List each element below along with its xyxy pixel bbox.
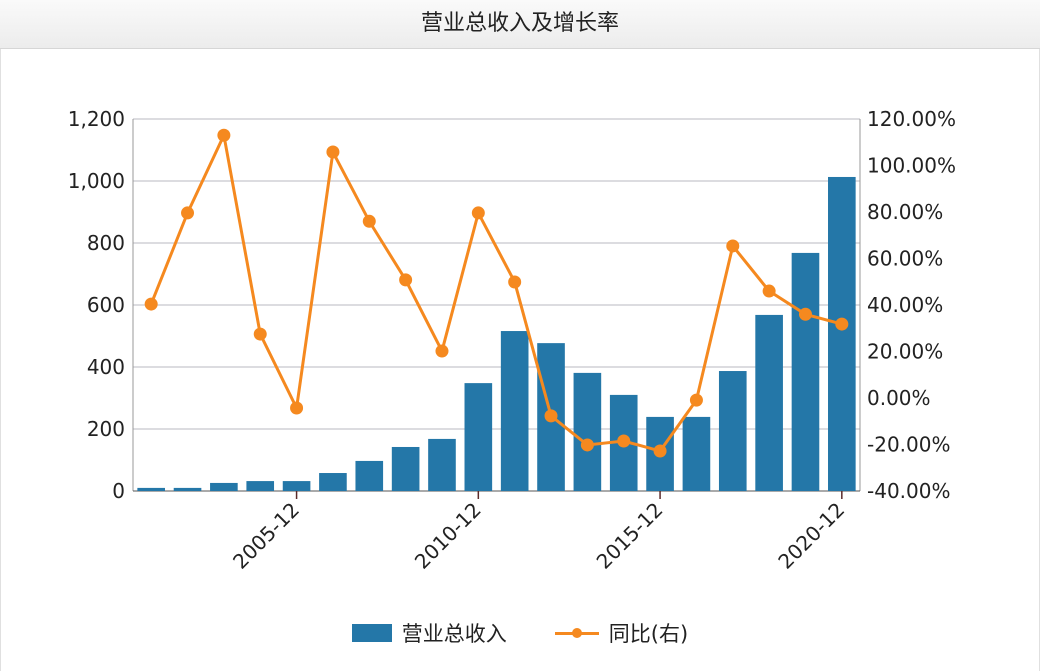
right-axis-tick-label: 120.00% <box>867 107 956 131</box>
legend-swatch-line <box>554 624 599 642</box>
yoy-point <box>835 317 849 331</box>
right-axis-tick-label: 60.00% <box>867 247 943 271</box>
bar <box>500 331 529 491</box>
left-axis-tick-label: 400 <box>87 355 125 379</box>
right-axis-tick-label: 80.00% <box>867 200 943 224</box>
yoy-point <box>144 297 158 311</box>
yoy-point <box>508 275 522 289</box>
left-axis-tick-label: 1,000 <box>68 169 125 193</box>
bar <box>682 416 711 491</box>
left-axis-tick-label: 0 <box>112 479 125 503</box>
bar <box>173 487 202 491</box>
right-axis-tick-label: -40.00% <box>867 479 950 503</box>
bar <box>464 383 493 491</box>
left-axis-tick-label: 600 <box>87 293 125 317</box>
yoy-point <box>217 128 231 142</box>
legend-label: 营业总收入 <box>401 622 507 646</box>
yoy-point <box>471 206 485 220</box>
yoy-point <box>362 214 376 228</box>
legend-item-yoy[interactable]: 同比(右) <box>554 618 689 648</box>
left-axis-tick-label: 200 <box>87 417 125 441</box>
right-axis-tick-label: 20.00% <box>867 340 943 364</box>
left-axis-tick-label: 800 <box>87 231 125 255</box>
yoy-point <box>653 444 667 458</box>
right-axis-tick-label: 0.00% <box>867 386 931 410</box>
yoy-point <box>290 401 304 415</box>
yoy-point <box>726 239 740 253</box>
yoy-point <box>689 393 703 407</box>
bar <box>282 481 311 491</box>
yoy-point <box>253 327 267 341</box>
chart-title: 营业总收入及增长率 <box>0 0 1040 49</box>
bar <box>246 481 275 491</box>
bar <box>573 372 602 491</box>
right-axis-tick-label: -20.00% <box>867 433 950 457</box>
yoy-point <box>326 145 340 159</box>
x-axis-tick-label: 2005-12 <box>228 498 304 574</box>
legend-item-revenue[interactable]: 营业总收入 <box>351 618 507 648</box>
bar <box>391 446 420 491</box>
x-axis-tick-label: 2020-12 <box>773 498 849 574</box>
bar <box>355 460 384 491</box>
legend-swatch-bar <box>351 624 392 642</box>
right-axis-tick-label: 100.00% <box>867 154 956 178</box>
yoy-point <box>617 434 631 448</box>
x-axis-tick-label: 2010-12 <box>410 498 486 574</box>
bar <box>428 438 456 491</box>
yoy-point <box>181 206 195 220</box>
bar <box>828 176 856 491</box>
right-axis-tick-label: 40.00% <box>867 293 943 317</box>
legend: 营业总收入 同比(右) <box>0 618 1040 648</box>
yoy-point <box>762 284 776 298</box>
left-axis-tick-label: 1,200 <box>68 107 125 131</box>
bar <box>755 314 783 491</box>
bar <box>791 252 820 491</box>
bar <box>319 473 347 491</box>
legend-label: 同比(右) <box>608 622 689 646</box>
x-axis-tick-label: 2015-12 <box>592 498 668 574</box>
yoy-point <box>435 344 449 358</box>
bar <box>137 487 165 491</box>
bar <box>210 482 238 491</box>
yoy-point <box>544 409 558 423</box>
yoy-point <box>798 307 812 321</box>
yoy-point <box>399 273 413 287</box>
bar <box>718 371 747 491</box>
yoy-point <box>580 438 594 452</box>
yoy-line <box>149 130 843 453</box>
